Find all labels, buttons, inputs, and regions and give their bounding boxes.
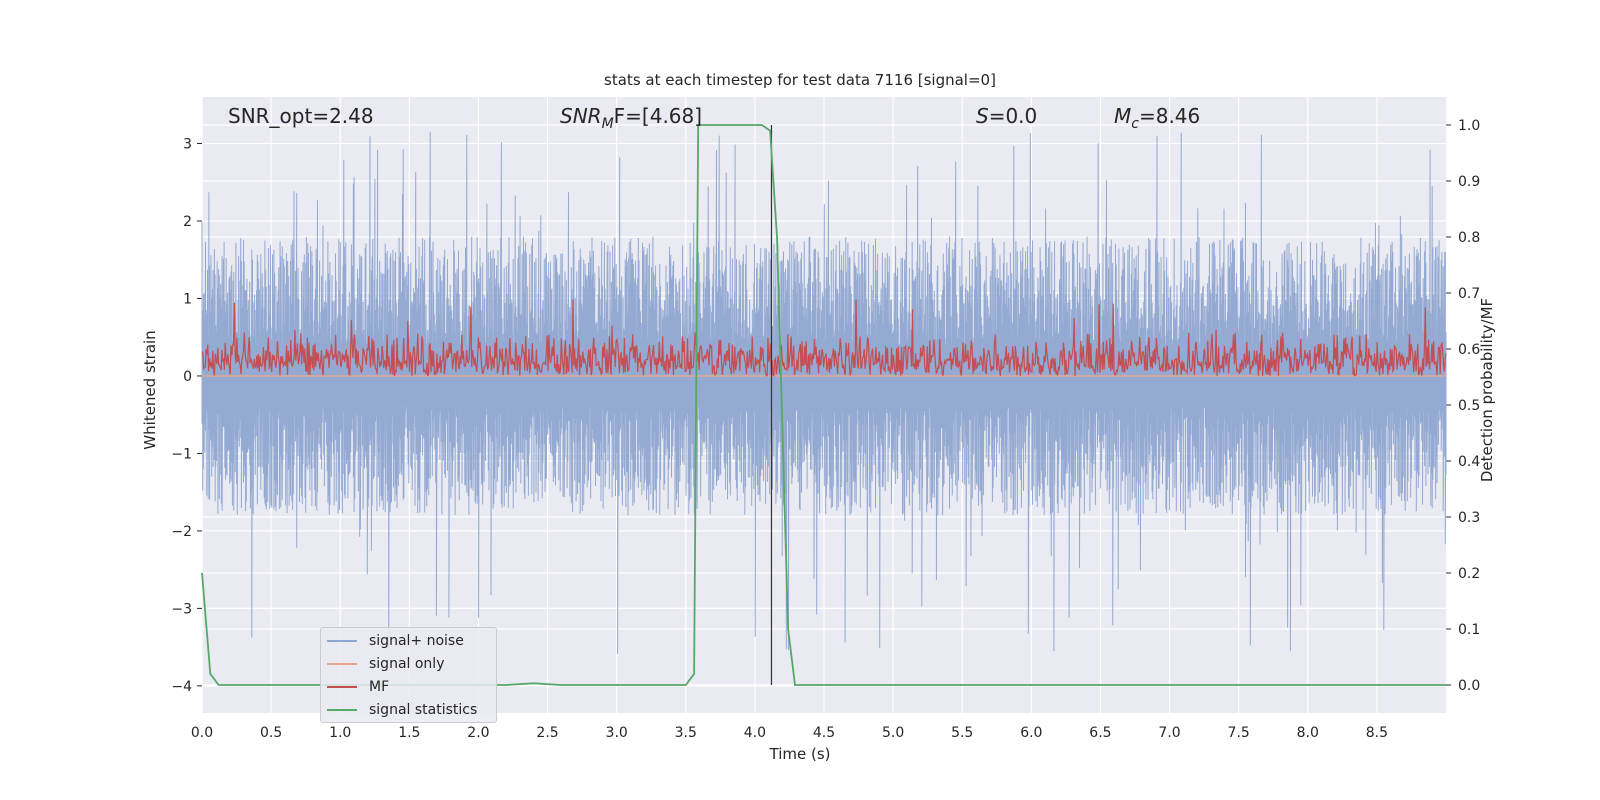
- legend-item-signal-noise: signal+ noise: [327, 631, 464, 651]
- x-tick-label: 8.0: [1297, 725, 1319, 741]
- mc-annotation: Mc=8.46: [1114, 104, 1200, 132]
- legend-label-signal-noise: signal+ noise: [369, 633, 464, 649]
- legend-swatch-signal-statistics: [327, 709, 357, 711]
- legend-item-signal-statistics: signal statistics: [327, 700, 477, 720]
- x-tick-label: 6.5: [1089, 725, 1111, 741]
- x-tick-label: 0.0: [191, 725, 213, 741]
- y-tick-label: 3: [183, 136, 192, 152]
- s-rest: =0.0: [988, 104, 1038, 128]
- snr-mf-rest: F=[4.68]: [613, 104, 703, 128]
- y-right-tick-label: 0.5: [1458, 398, 1480, 414]
- legend-label-signal-statistics: signal statistics: [369, 702, 478, 718]
- y-tick-label: −1: [171, 446, 192, 462]
- snr-mf-annotation: SNRMF=[4.68]: [560, 104, 702, 132]
- y-right-tick-label: 0.8: [1458, 230, 1480, 246]
- y-tick-label: −3: [171, 601, 192, 617]
- y-right-tick-label: 0.7: [1458, 286, 1480, 302]
- mc-base: M: [1114, 104, 1132, 128]
- legend-swatch-signal-noise: [327, 640, 357, 642]
- mc-rest: =8.46: [1138, 104, 1201, 128]
- legend-item-signal-only: signal only: [327, 654, 444, 674]
- s-italic: S: [976, 104, 989, 128]
- s-annotation: S=0.0: [976, 104, 1037, 128]
- x-tick-label: 1.5: [398, 725, 420, 741]
- y-right-tick-label: 0.0: [1458, 678, 1480, 694]
- y-right-tick-label: 0.3: [1458, 510, 1480, 526]
- x-tick-label: 3.0: [606, 725, 628, 741]
- y-tick-label: 0: [183, 369, 192, 385]
- x-tick-label: 3.5: [675, 725, 697, 741]
- y-axis-label-left: Whitened strain: [141, 330, 159, 450]
- y-tick-label: −2: [171, 524, 192, 540]
- y-tick-label: −4: [171, 679, 192, 695]
- series-mf: [201, 299, 1447, 377]
- legend-label-signal-only: signal only: [369, 656, 445, 672]
- legend-swatch-signal-only: [327, 663, 357, 665]
- x-tick-label: 5.5: [951, 725, 973, 741]
- x-tick-label: 4.5: [813, 725, 835, 741]
- y-axis-label-right: Detection probability/MF: [1478, 297, 1496, 483]
- x-tick-label: 8.5: [1366, 725, 1388, 741]
- snr-mf-base: SNR: [560, 104, 602, 128]
- x-tick-label: 0.5: [260, 725, 282, 741]
- legend-label-mf: MF: [369, 679, 390, 695]
- x-tick-label: 5.0: [882, 725, 904, 741]
- mc-sub: c: [1131, 116, 1139, 132]
- x-tick-label: 1.0: [329, 725, 351, 741]
- y-right-tick-label: 1.0: [1458, 118, 1480, 134]
- y-tick-label: 2: [183, 214, 192, 230]
- x-tick-label: 7.0: [1158, 725, 1180, 741]
- x-tick-label: 7.5: [1228, 725, 1250, 741]
- y-tick-label: 1: [183, 291, 192, 307]
- y-right-tick-label: 0.1: [1458, 622, 1480, 638]
- legend-swatch-mf: [327, 686, 357, 688]
- x-tick-label: 2.5: [536, 725, 558, 741]
- y-right-tick-label: 0.2: [1458, 566, 1480, 582]
- snr-mf-sub: M: [601, 116, 614, 132]
- x-tick-label: 6.0: [1020, 725, 1042, 741]
- chart-title: stats at each timestep for test data 711…: [604, 71, 996, 89]
- y-right-tick-label: 0.4: [1458, 454, 1480, 470]
- y-right-tick-label: 0.9: [1458, 174, 1480, 190]
- legend-item-mf: MF: [327, 677, 389, 697]
- x-tick-label: 2.0: [467, 725, 489, 741]
- y-right-tick-label: 0.6: [1458, 342, 1480, 358]
- x-axis-label: Time (s): [769, 745, 831, 763]
- snr-opt-annotation: SNR_opt=2.48: [228, 104, 374, 128]
- legend: signal+ noise signal only MF signal stat…: [320, 627, 497, 723]
- x-tick-label: 4.0: [744, 725, 766, 741]
